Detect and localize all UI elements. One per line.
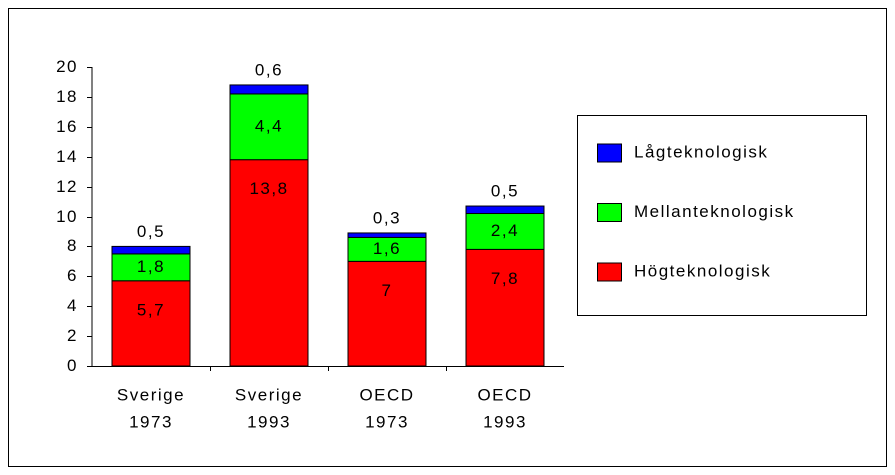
legend-swatch xyxy=(597,262,622,282)
y-tick-label: 14 xyxy=(56,147,78,166)
legend-swatch xyxy=(597,143,622,163)
x-tick-label: 1973 xyxy=(365,412,409,431)
value-label: 0,5 xyxy=(137,222,165,241)
bar-segment xyxy=(111,245,191,255)
legend-label: Högteknologisk xyxy=(634,261,771,280)
bar-segment xyxy=(111,280,191,367)
value-label: 5,7 xyxy=(137,300,165,319)
y-tick-label: 10 xyxy=(56,207,78,226)
y-tick-label: 4 xyxy=(67,296,78,315)
value-label: 0,3 xyxy=(373,208,401,227)
x-tick-label: OECD xyxy=(359,385,414,404)
value-label: 1,8 xyxy=(137,257,165,276)
y-tick-label: 6 xyxy=(67,266,78,285)
y-tick-label: 16 xyxy=(56,117,78,136)
x-tick-label: Sverige xyxy=(235,385,303,404)
y-tick-label: 20 xyxy=(56,57,78,76)
bar-segment xyxy=(229,159,309,367)
legend-label: Lågteknologisk xyxy=(634,142,768,161)
y-tick-label: 8 xyxy=(67,236,78,255)
value-label: 7 xyxy=(382,281,393,300)
y-tick-label: 0 xyxy=(67,356,78,375)
value-label: 7,8 xyxy=(491,269,519,288)
bar-segment xyxy=(347,260,427,367)
value-label: 0,6 xyxy=(255,60,283,79)
y-tick-label: 2 xyxy=(67,326,78,345)
value-label: 4,4 xyxy=(255,116,283,135)
y-tick-label: 12 xyxy=(56,177,78,196)
value-label: 0,5 xyxy=(491,182,519,201)
bar-segment xyxy=(229,84,309,95)
bar-segment xyxy=(347,232,427,238)
x-tick-label: Sverige xyxy=(117,385,185,404)
legend-swatch xyxy=(597,203,622,222)
y-tick-label: 18 xyxy=(56,87,78,106)
x-tick-label: 1973 xyxy=(129,412,173,431)
value-label: 2,4 xyxy=(491,221,519,240)
bar-segment xyxy=(465,205,545,215)
bar-segment xyxy=(111,253,191,282)
legend-box xyxy=(577,115,867,316)
bar-segment xyxy=(229,93,309,161)
x-tick-label: 1993 xyxy=(483,412,527,431)
x-tick-label: OECD xyxy=(477,385,532,404)
legend-label: Mellanteknologisk xyxy=(634,202,795,221)
x-tick-label: 1993 xyxy=(247,412,291,431)
value-label: 1,6 xyxy=(373,239,401,258)
value-label: 13,8 xyxy=(249,179,288,198)
bar-segment xyxy=(465,248,545,367)
bar-segment xyxy=(465,213,545,250)
